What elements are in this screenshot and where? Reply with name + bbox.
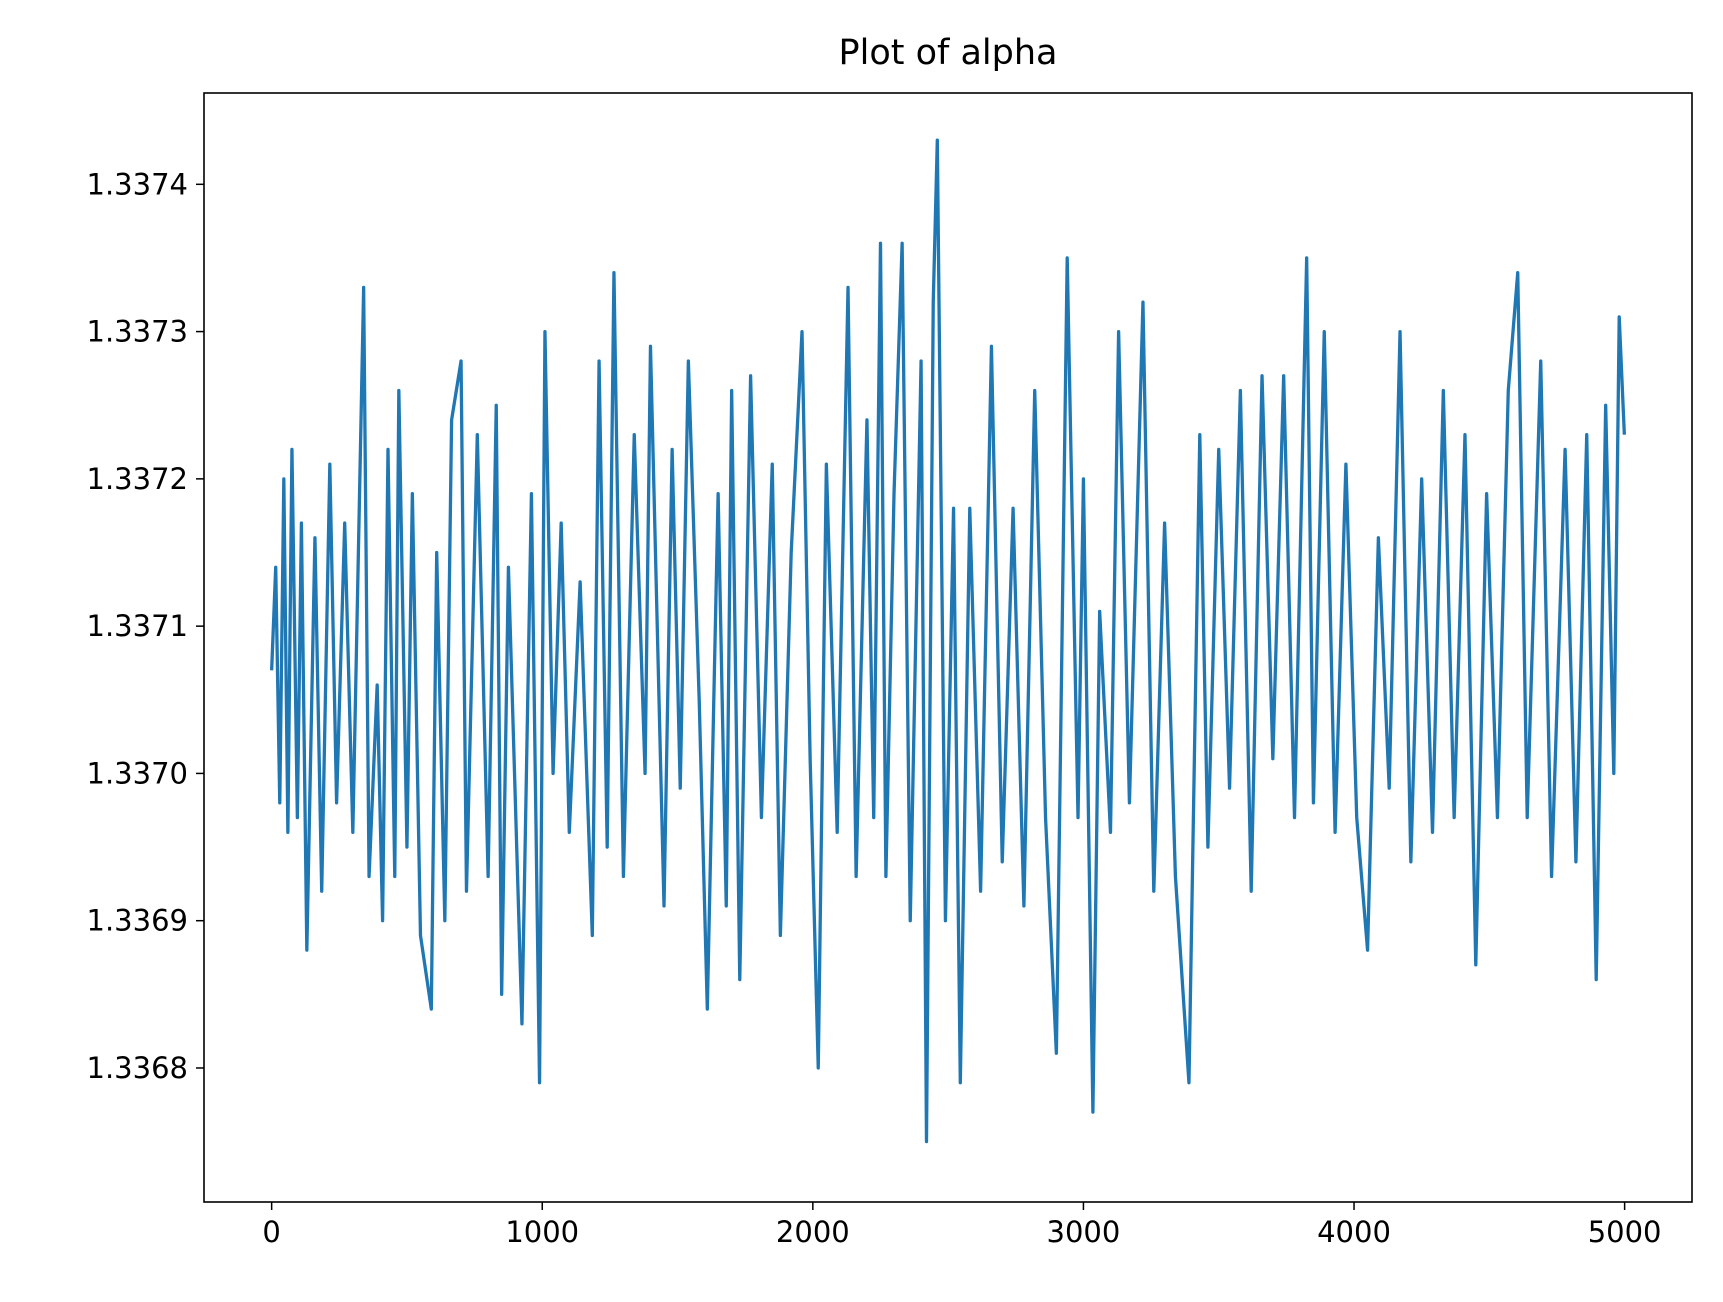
y-tick-label: 1.3371 — [87, 609, 188, 643]
y-tick-label: 1.3374 — [87, 167, 188, 201]
plot-frame — [203, 92, 1693, 1203]
y-tick-label: 1.3372 — [87, 462, 188, 496]
y-tick-label: 1.3370 — [87, 756, 188, 790]
x-tick-label: 3000 — [1047, 1215, 1121, 1249]
y-tick-label: 1.3368 — [87, 1051, 188, 1085]
x-tick-label: 0 — [262, 1215, 280, 1249]
chart-title: Plot of alpha — [839, 33, 1058, 73]
x-tick-label: 4000 — [1317, 1215, 1391, 1249]
y-tick-label: 1.3369 — [87, 904, 188, 938]
y-tick-label: 1.3373 — [87, 315, 188, 349]
x-tick-label: 1000 — [505, 1215, 579, 1249]
x-tick-label: 2000 — [776, 1215, 850, 1249]
data-line — [270, 138, 1626, 1144]
x-tick-label: 5000 — [1588, 1215, 1662, 1249]
